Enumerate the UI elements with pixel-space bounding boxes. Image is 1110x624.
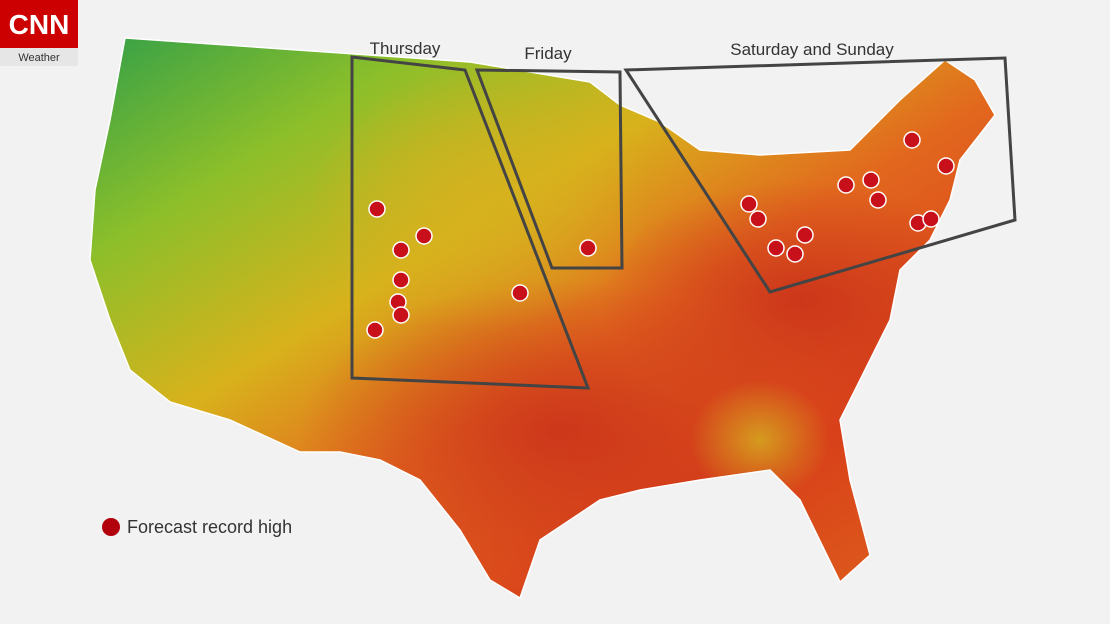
marker [415,227,433,245]
legend: Forecast record high [102,517,292,537]
marker [937,157,955,175]
marker [749,210,767,228]
logo: CNN Weather [0,0,78,66]
legend-label: Forecast record high [127,517,292,537]
marker [511,284,529,302]
marker [740,195,758,213]
marker [862,171,880,189]
legend-swatch [102,518,120,536]
region-label: Saturday and Sunday [730,40,894,59]
marker [786,245,804,263]
marker [368,200,386,218]
marker [579,239,597,257]
marker [837,176,855,194]
marker [392,306,410,324]
marker [922,210,940,228]
marker [366,321,384,339]
marker [767,239,785,257]
region-label: Thursday [370,39,441,58]
region-label: Friday [524,44,572,63]
marker [392,241,410,259]
marker [796,226,814,244]
marker [903,131,921,149]
logo-brand: CNN [9,9,70,40]
record-markers [366,131,955,339]
logo-section: Weather [18,52,60,64]
zone-outline [474,68,624,270]
marker [869,191,887,209]
zone-outline [623,56,1017,294]
zone-outline [350,55,591,390]
marker [392,271,410,289]
